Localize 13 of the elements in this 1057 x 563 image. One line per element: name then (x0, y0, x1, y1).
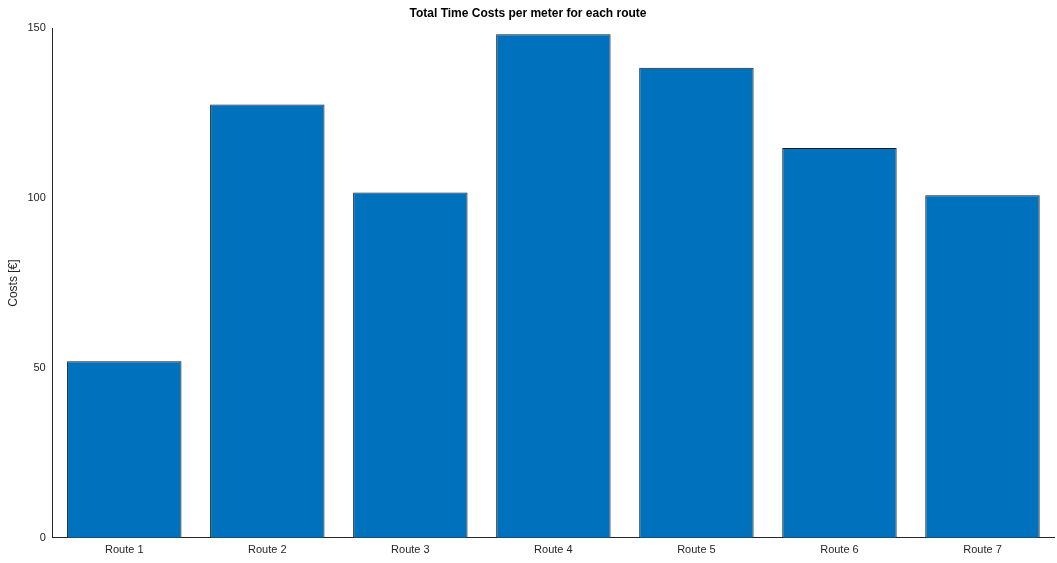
y-tick-label: 50 (33, 361, 46, 374)
x-tick-label: Route 2 (248, 543, 287, 556)
x-tick-label: Route 1 (105, 543, 144, 556)
x-tick-label: Route 3 (391, 543, 430, 556)
x-tick-label: Route 4 (534, 543, 573, 556)
y-tick-label: 100 (27, 191, 46, 204)
y-tick-label: 0 (39, 530, 46, 543)
chart-title: Total Time Costs per meter for each route (409, 5, 647, 20)
y-axis-title: Costs [€] (5, 259, 20, 307)
y-tick-label: 150 (27, 21, 46, 34)
x-tick-label: Route 5 (677, 543, 716, 556)
x-tick-label: Route 7 (963, 543, 1002, 556)
x-tick-label: Route 6 (820, 543, 859, 556)
